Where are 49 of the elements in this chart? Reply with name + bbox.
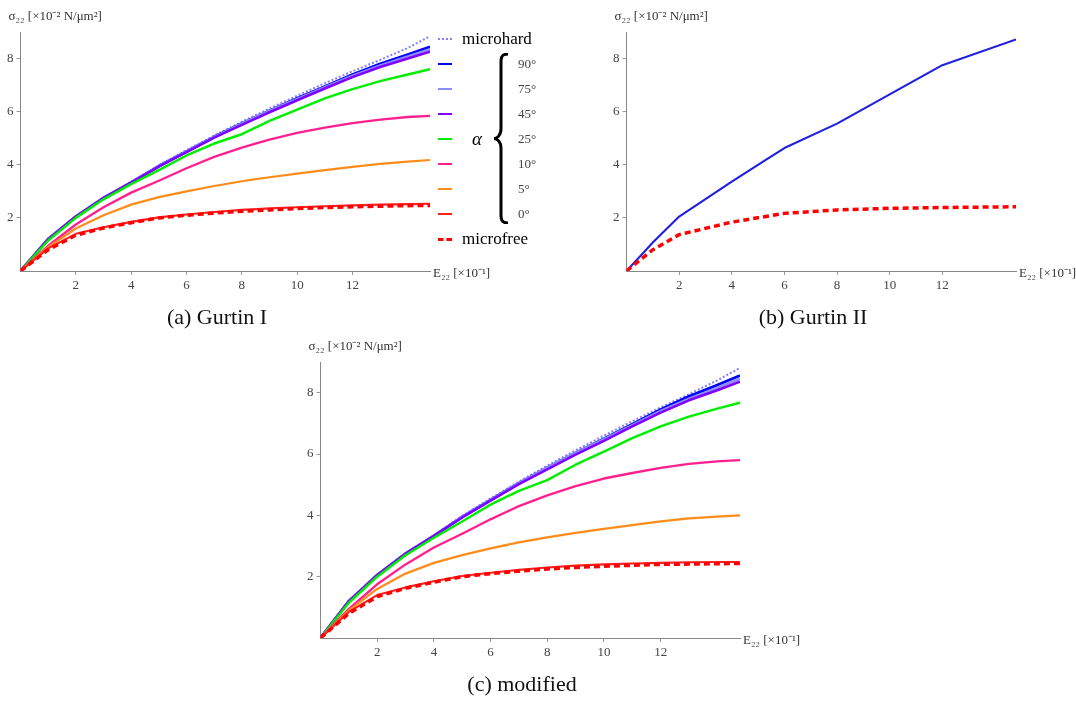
x-tick-label: 2 bbox=[675, 277, 683, 293]
y-tick-label: 2 bbox=[307, 568, 314, 584]
text: (a) Gurtin I bbox=[166, 303, 268, 329]
x-tick-label: 6 bbox=[183, 277, 191, 293]
y-tick-label: 2 bbox=[7, 209, 14, 225]
y-tick-label: 4 bbox=[7, 156, 14, 172]
text: 90° bbox=[518, 56, 537, 72]
x-tick-label: 2 bbox=[72, 277, 80, 293]
x-tick-label: 8 bbox=[238, 277, 246, 293]
x-tick-label: 6 bbox=[781, 277, 789, 293]
text: 25° bbox=[518, 131, 537, 147]
y-tick-label: 8 bbox=[307, 384, 314, 400]
text: (b) Gurtin II bbox=[758, 303, 868, 329]
y-tick-label: 8 bbox=[613, 49, 620, 65]
x-tick-label: 4 bbox=[430, 644, 438, 660]
x-tick-label: 12 bbox=[935, 277, 949, 293]
y-tick-label: 6 bbox=[613, 103, 620, 119]
x-tick-label: 4 bbox=[127, 277, 135, 293]
x-tick-label: 2 bbox=[373, 644, 381, 660]
y-axis-title: σ₂₂ [×10⁻² N/μm²] bbox=[8, 7, 102, 24]
legend-label: microfree bbox=[462, 229, 529, 249]
text: 5° bbox=[518, 181, 530, 197]
y-axis-title: σ₂₂ [×10⁻² N/μm²] bbox=[614, 7, 708, 24]
x-axis-title: E₂₂ [×10⁻¹] bbox=[743, 632, 802, 648]
y-tick-label: 4 bbox=[307, 506, 314, 522]
x-tick-label: 8 bbox=[544, 644, 551, 660]
x-tick-label: 6 bbox=[487, 644, 495, 660]
x-tick-label: 10 bbox=[883, 277, 897, 293]
text: 45° bbox=[518, 106, 537, 122]
y-axis-title: σ₂₂ [×10⁻² N/μm²] bbox=[308, 337, 402, 354]
y-tick-label: 6 bbox=[7, 103, 14, 119]
legend-title: α bbox=[472, 127, 482, 150]
legend-label: microhard bbox=[462, 29, 532, 49]
x-tick-label: 4 bbox=[728, 277, 736, 293]
x-tick-label: 10 bbox=[597, 644, 611, 660]
y-tick-label: 8 bbox=[7, 49, 14, 65]
x-tick-label: 12 bbox=[346, 277, 360, 293]
text: 75° bbox=[518, 81, 537, 97]
x-tick-label: 8 bbox=[833, 277, 841, 293]
text: 10° bbox=[518, 156, 537, 172]
text: (c) modified bbox=[467, 670, 577, 696]
x-axis-title: E₂₂ [×10⁻¹] bbox=[433, 265, 492, 281]
text: 0° bbox=[518, 206, 530, 222]
x-tick-label: 12 bbox=[654, 644, 668, 660]
x-axis-title: E₂₂ [×10⁻¹] bbox=[1019, 265, 1076, 281]
y-tick-label: 2 bbox=[613, 209, 620, 225]
y-tick-label: 6 bbox=[307, 445, 314, 461]
x-tick-label: 10 bbox=[290, 277, 304, 293]
y-tick-label: 4 bbox=[613, 156, 620, 172]
